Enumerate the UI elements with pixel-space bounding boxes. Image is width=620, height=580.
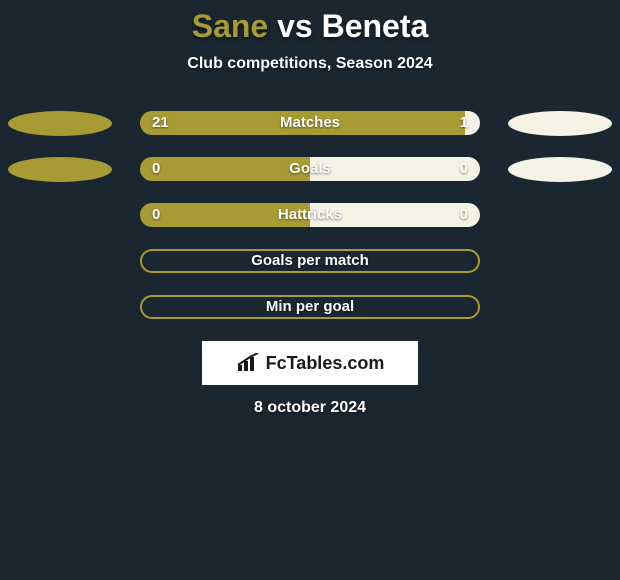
stat-label: Goals per match: [142, 251, 478, 271]
stat-row: 211Matches: [0, 111, 620, 135]
stat-label: Hattricks: [140, 203, 480, 227]
player-ellipse-left: [8, 157, 112, 182]
stat-bar: 00Goals: [140, 157, 480, 181]
bar-chart-icon: [236, 353, 262, 373]
stat-bar: 00Hattricks: [140, 203, 480, 227]
comparison-card: Sane vs Beneta Club competitions, Season…: [0, 0, 620, 417]
logo-text: FcTables.com: [266, 353, 385, 374]
stat-label: Goals: [140, 157, 480, 181]
title-player-right: Beneta: [322, 8, 429, 44]
player-ellipse-right: [508, 111, 612, 136]
stat-row: Min per goal: [0, 295, 620, 319]
stats-list: 211Matches 00Goals 00Hattricks Goals per ma…: [0, 111, 620, 319]
stat-label: Matches: [140, 111, 480, 135]
stat-bar-outline: Goals per match: [140, 249, 480, 273]
stat-row: Goals per match: [0, 249, 620, 273]
title: Sane vs Beneta: [0, 8, 620, 45]
subtitle: Club competitions, Season 2024: [0, 55, 620, 73]
logo-box: FcTables.com: [202, 341, 418, 385]
player-ellipse-left: [8, 111, 112, 136]
stat-bar: 211Matches: [140, 111, 480, 135]
title-player-left: Sane: [192, 8, 268, 44]
player-ellipse-right: [508, 157, 612, 182]
date-text: 8 october 2024: [0, 399, 620, 417]
stat-row: 00Hattricks: [0, 203, 620, 227]
title-vs: vs: [277, 8, 313, 44]
stat-label: Min per goal: [142, 297, 478, 317]
stat-bar-outline: Min per goal: [140, 295, 480, 319]
stat-row: 00Goals: [0, 157, 620, 181]
